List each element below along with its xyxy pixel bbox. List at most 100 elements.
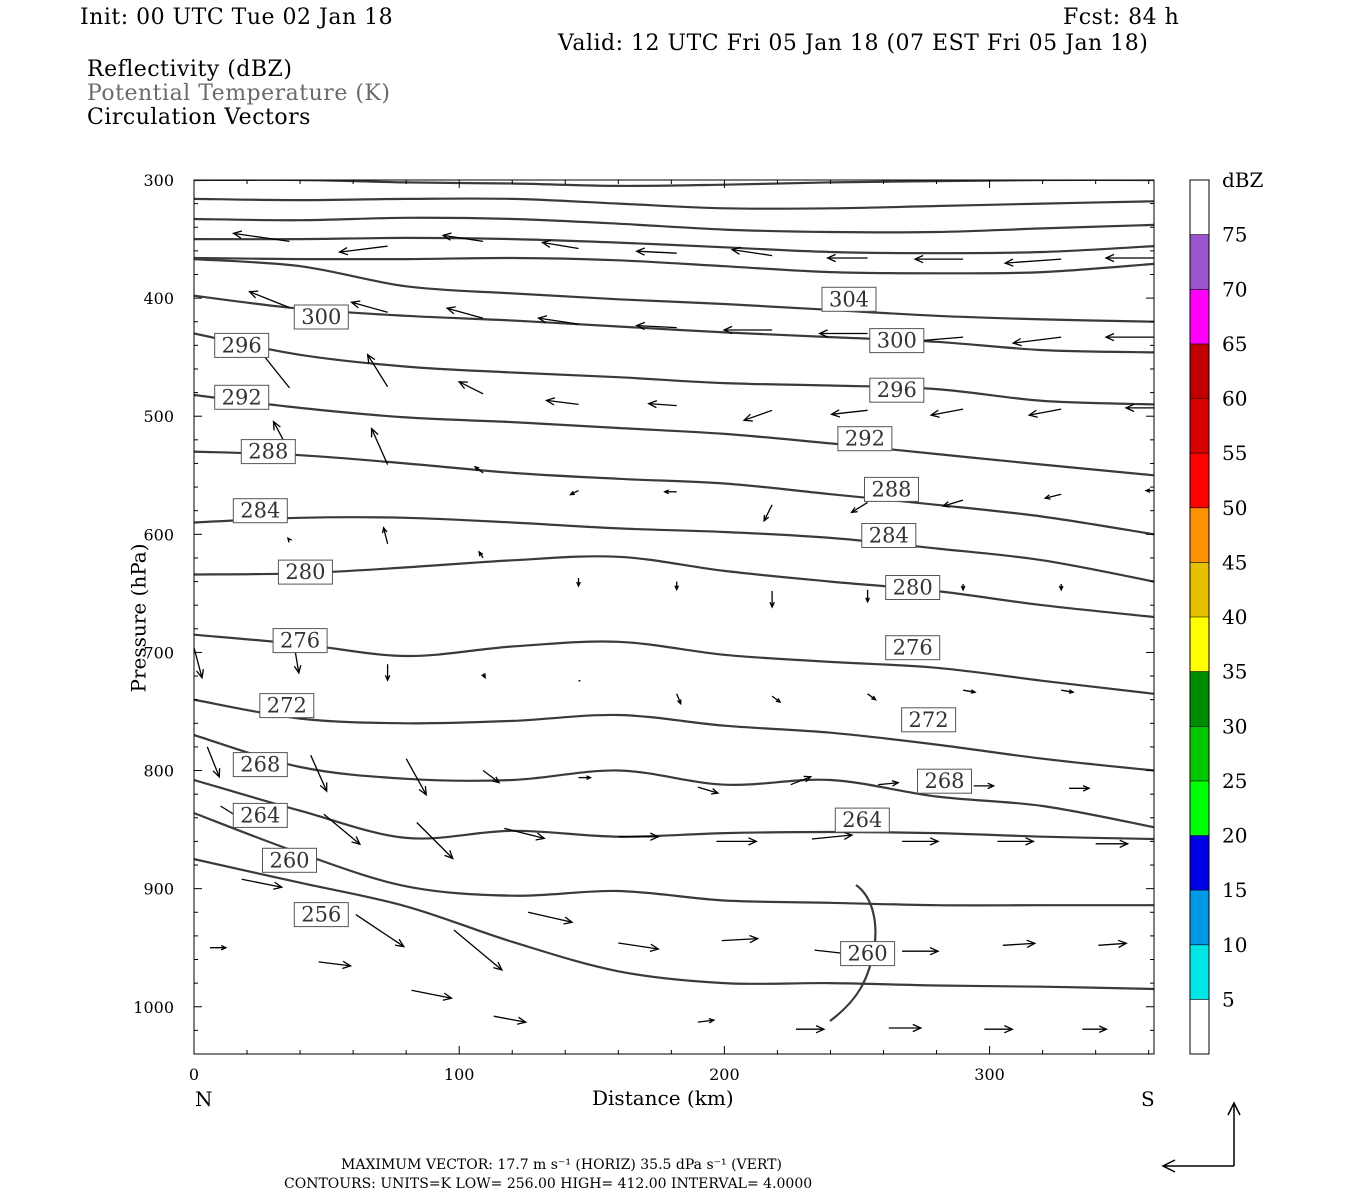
- field-reflectivity: Reflectivity (dBZ): [87, 57, 293, 82]
- colorbar-segment: [1190, 398, 1209, 454]
- colorbar-segment: [1190, 507, 1209, 563]
- colorbar-tick-label: 10: [1222, 933, 1247, 957]
- vector-arrow: [697, 1017, 716, 1024]
- vector-arrow: [1104, 253, 1154, 263]
- vector-arrow: [676, 693, 682, 706]
- contour-line-284: [194, 450, 1154, 536]
- contour-label: 268: [232, 752, 288, 778]
- colorbar-segment: [1190, 289, 1209, 344]
- vector-arrow: [338, 245, 388, 256]
- x-end-label-south: S: [1141, 1087, 1155, 1111]
- contour-line-296: [194, 294, 1154, 354]
- contour-labels: 300 296 292 288 284 280 276 272 268 264 260 256 304 3…: [214, 286, 972, 967]
- contour-label-text: 284: [869, 524, 909, 548]
- vector-arrow: [370, 427, 389, 465]
- y-tick-label: 800: [143, 762, 174, 781]
- reference-vector: [1161, 1101, 1241, 1173]
- contour-line-252: [194, 858, 1154, 991]
- contour-label-text: 264: [842, 808, 882, 832]
- contour-info: CONTOURS: UNITS=K LOW= 256.00 HIGH= 412.…: [284, 1176, 813, 1192]
- colorbar-segment: [1190, 562, 1209, 618]
- vector-arrow: [1043, 493, 1062, 500]
- vector-arrow: [209, 944, 228, 951]
- vector-arrow: [960, 583, 966, 592]
- x-tick-label: 200: [709, 1065, 740, 1084]
- colorbar-segment: [1190, 180, 1209, 235]
- y-tick-label: 300: [143, 171, 174, 190]
- vector-arrow: [830, 409, 868, 418]
- contour-line-264: [194, 734, 1154, 829]
- vector-arrow: [811, 831, 854, 840]
- vector-arrow: [1058, 583, 1064, 592]
- colorbar-segment: [1190, 835, 1209, 891]
- vector-arrow: [1002, 939, 1037, 948]
- vector-arrow: [544, 397, 579, 406]
- contour-label: 272: [901, 707, 957, 733]
- vector-arrow: [286, 536, 293, 543]
- colorbar-segment: [1190, 726, 1209, 781]
- y-tick-label: 500: [143, 407, 174, 426]
- vector-arrow: [902, 837, 940, 846]
- contour-label: 300: [869, 328, 925, 354]
- contour-label: 292: [837, 426, 893, 452]
- vector-arrow: [527, 911, 574, 925]
- vector-arrow: [796, 1025, 826, 1034]
- vector-arrow: [929, 408, 964, 418]
- colorbar-segment: [1190, 343, 1209, 399]
- vector-arrow: [231, 230, 290, 243]
- contour-label-text: 268: [240, 753, 280, 777]
- vector-arrow: [1061, 689, 1075, 694]
- contour-label: 296: [869, 377, 925, 403]
- vector-arrow: [742, 409, 773, 422]
- vector-arrow: [913, 254, 964, 264]
- vector-arrow: [473, 465, 484, 474]
- vector-arrow: [618, 942, 660, 953]
- colorbar-tick-label: 55: [1222, 441, 1247, 465]
- colorbar-tick-label: 50: [1222, 496, 1247, 520]
- contour-label: 272: [259, 693, 315, 719]
- vector-arrow: [790, 775, 813, 786]
- vector-arrow: [493, 1015, 528, 1025]
- contour-label: 280: [277, 559, 333, 585]
- colorbar-tick-label: 40: [1222, 605, 1247, 629]
- contour-line-upper: [194, 236, 1154, 255]
- vector-arrow: [416, 822, 454, 860]
- y-tick-label: 1000: [133, 998, 174, 1017]
- contour-label-text: 300: [877, 329, 917, 353]
- vector-arrow: [722, 325, 773, 335]
- contour-label-text: 260: [848, 942, 888, 966]
- vector-arrow: [248, 290, 290, 309]
- vector-arrow: [1144, 488, 1154, 493]
- vector-arrow: [850, 501, 868, 514]
- vector-arrow: [445, 306, 484, 319]
- contour-label: 276: [885, 635, 941, 661]
- vector-arrow: [888, 1023, 923, 1033]
- colorbar-tick-label: 60: [1222, 387, 1247, 411]
- vector-arrow: [716, 837, 758, 846]
- colorbar-tick-label: 25: [1222, 769, 1247, 793]
- vector-arrow: [318, 960, 353, 970]
- contour-label-text: 276: [893, 636, 933, 660]
- contour-label-text: 300: [301, 305, 341, 329]
- vector-arrow: [997, 837, 1036, 846]
- contour-label: 276: [272, 628, 328, 654]
- vector-arrow: [763, 504, 773, 523]
- vector-arrow: [569, 490, 579, 496]
- vector-arrow: [206, 746, 221, 779]
- colorbar-segment: [1190, 890, 1209, 945]
- vector-arrow: [576, 578, 581, 588]
- vector-arrow: [366, 353, 389, 388]
- contour-line-276: [194, 555, 1154, 619]
- vector-arrow: [504, 827, 546, 841]
- contour-line-292: [194, 332, 1154, 406]
- contour-label: 264: [232, 802, 288, 828]
- contour-label-text: 284: [240, 499, 280, 523]
- vector-arrow: [481, 673, 486, 680]
- contour-label-text: 260: [269, 848, 309, 872]
- vector-arrow: [323, 813, 362, 846]
- contour-line-260: [194, 778, 1154, 841]
- y-tick-label: 900: [143, 880, 174, 899]
- contour-line-268: [194, 698, 1154, 772]
- vector-arrow: [721, 934, 760, 944]
- vector-arrow: [647, 399, 677, 409]
